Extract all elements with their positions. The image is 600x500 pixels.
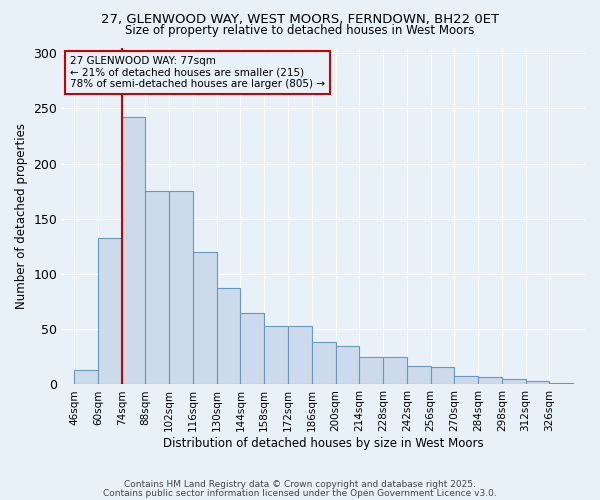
Bar	[98, 238, 122, 384]
Y-axis label: Number of detached properties: Number of detached properties	[15, 123, 28, 309]
Bar	[431, 367, 454, 384]
Bar	[383, 357, 407, 384]
Bar	[193, 252, 217, 384]
Bar	[264, 326, 288, 384]
Text: Contains HM Land Registry data © Crown copyright and database right 2025.: Contains HM Land Registry data © Crown c…	[124, 480, 476, 489]
Bar	[169, 191, 193, 384]
Bar	[122, 117, 145, 384]
Bar	[502, 379, 526, 384]
Text: Size of property relative to detached houses in West Moors: Size of property relative to detached ho…	[125, 24, 475, 37]
Bar	[145, 191, 169, 384]
Text: 27 GLENWOOD WAY: 77sqm
← 21% of detached houses are smaller (215)
78% of semi-de: 27 GLENWOOD WAY: 77sqm ← 21% of detached…	[70, 56, 325, 89]
Bar	[312, 342, 335, 384]
Bar	[407, 366, 431, 384]
Bar	[335, 346, 359, 385]
Bar	[74, 370, 98, 384]
Bar	[241, 312, 264, 384]
Bar	[217, 288, 241, 384]
Text: Contains public sector information licensed under the Open Government Licence v3: Contains public sector information licen…	[103, 488, 497, 498]
Bar	[478, 376, 502, 384]
Bar	[526, 381, 550, 384]
Bar	[288, 326, 312, 384]
Bar	[454, 376, 478, 384]
X-axis label: Distribution of detached houses by size in West Moors: Distribution of detached houses by size …	[163, 437, 484, 450]
Bar	[359, 357, 383, 384]
Text: 27, GLENWOOD WAY, WEST MOORS, FERNDOWN, BH22 0ET: 27, GLENWOOD WAY, WEST MOORS, FERNDOWN, …	[101, 12, 499, 26]
